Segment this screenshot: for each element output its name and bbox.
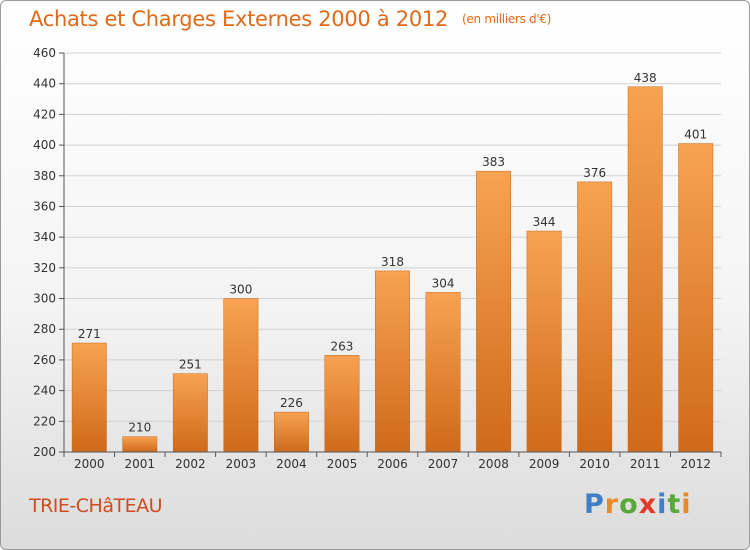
data-label: 383 (482, 155, 505, 169)
x-tick-label: 2010 (579, 457, 610, 471)
data-label: 210 (128, 421, 151, 435)
x-tick-label: 2002 (175, 457, 206, 471)
y-tick-label: 340 (33, 230, 56, 244)
data-label: 376 (583, 166, 606, 180)
y-tick-label: 240 (33, 384, 56, 398)
data-label: 344 (533, 215, 556, 229)
data-label: 271 (78, 327, 101, 341)
y-tick-label: 260 (33, 353, 56, 367)
bar (375, 270, 410, 453)
y-tick-label: 320 (33, 261, 56, 275)
x-tick-label: 2012 (680, 457, 711, 471)
y-tick-label: 220 (33, 414, 56, 428)
data-label: 304 (432, 276, 455, 290)
bar (324, 355, 360, 453)
bar (273, 411, 309, 453)
logo-letter: i (657, 489, 668, 520)
data-label: 318 (381, 255, 404, 269)
proxiti-logo: Proxiti (584, 489, 692, 520)
x-tick-label: 2011 (630, 457, 661, 471)
data-label: 438 (634, 71, 657, 85)
logo-letter: i (681, 489, 692, 520)
logo-letter: t (667, 489, 682, 520)
y-tick-label: 360 (33, 199, 56, 213)
x-tick-label: 2008 (478, 457, 509, 471)
x-tick-label: 2003 (226, 457, 257, 471)
y-tick-label: 280 (33, 322, 56, 336)
x-tick-label: 2001 (125, 457, 156, 471)
axes: 200 220 240 260 280 300 320 340 360 380 400 420 440 4… (33, 46, 722, 471)
bar (627, 86, 663, 453)
data-label: 401 (684, 128, 707, 142)
data-label: 226 (280, 396, 303, 410)
chart-unit: (en milliers d'€) (462, 12, 552, 26)
logo-letter: o (619, 489, 639, 520)
city-name: TRIE-CHâTEAU (29, 495, 162, 517)
bar (425, 292, 461, 453)
x-tick-label: 2007 (428, 457, 459, 471)
x-tick-label: 2006 (377, 457, 408, 471)
data-label: 300 (229, 283, 252, 297)
bar (172, 373, 208, 453)
bar (476, 170, 512, 453)
x-tick-label: 2009 (529, 457, 560, 471)
logo-letter: r (604, 489, 620, 520)
y-tick-label: 200 (33, 445, 56, 459)
chart-title-text: Achats et Charges Externes 2000 à 2012 (29, 7, 449, 31)
bar (526, 230, 562, 453)
y-tick-label: 460 (33, 46, 56, 60)
x-tick-label: 2000 (74, 457, 105, 471)
y-tick-label: 380 (33, 169, 56, 183)
data-label: 263 (331, 339, 354, 353)
bar (577, 181, 613, 453)
bar (223, 298, 259, 453)
bar (122, 436, 158, 453)
bar (71, 342, 107, 453)
chart-title: Achats et Charges Externes 2000 à 2012 (e… (29, 7, 551, 31)
logo-letter: P (584, 489, 605, 520)
bars: 271 210 251 300 226 263 318 304 383 344 376 438 401 (71, 71, 714, 453)
y-tick-label: 420 (33, 107, 56, 121)
y-tick-label: 300 (33, 292, 56, 306)
x-tick-label: 2004 (276, 457, 307, 471)
bar (678, 143, 714, 453)
logo-letter: x (638, 489, 658, 520)
y-tick-label: 400 (33, 138, 56, 152)
y-tick-label: 440 (33, 77, 56, 91)
x-tick-label: 2005 (327, 457, 358, 471)
data-label: 251 (179, 358, 202, 372)
